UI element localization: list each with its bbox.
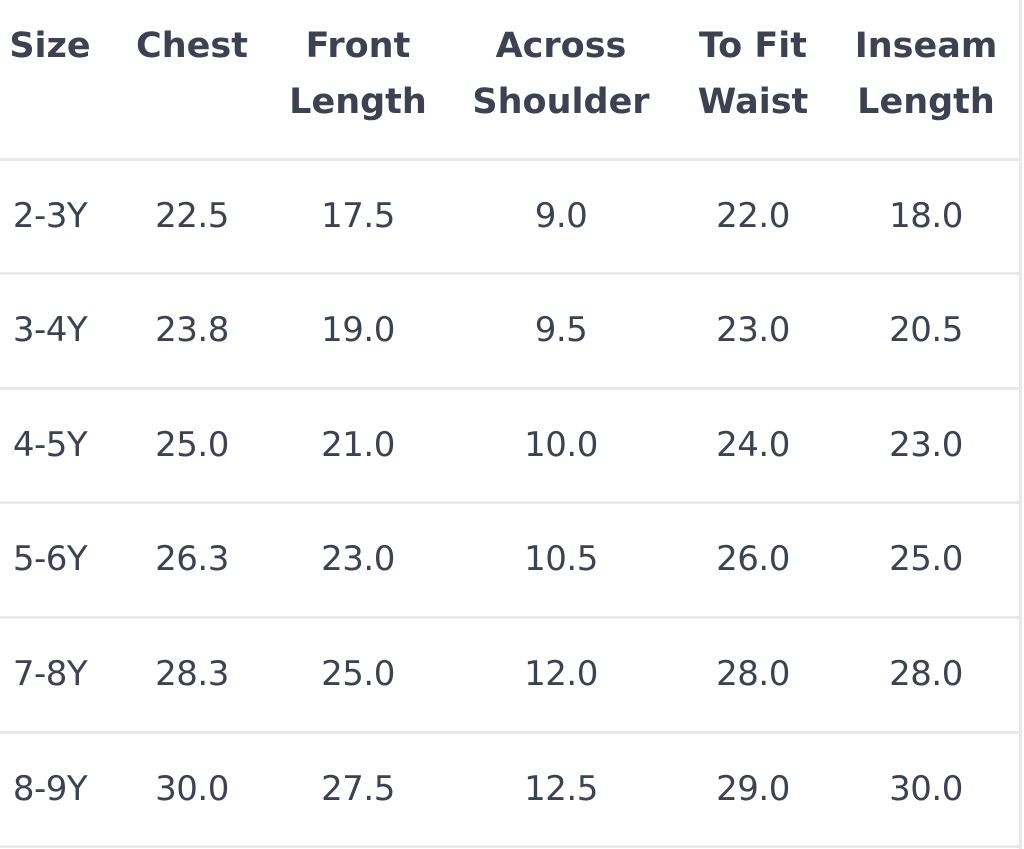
- cell-across-shoulder: 9.0: [534, 196, 588, 236]
- cell-to-fit-waist: 22.0: [716, 196, 790, 236]
- cell-front-length: 25.0: [321, 654, 395, 694]
- cell-size: 5-6Y: [12, 539, 88, 579]
- cell-across-shoulder: 10.0: [524, 425, 598, 465]
- row-divider: [0, 158, 1019, 161]
- cell-across-shoulder: 12.0: [524, 654, 598, 694]
- row-divider: [0, 272, 1019, 275]
- cell-across-shoulder: 9.5: [534, 310, 588, 350]
- header-label-line: Inseam: [854, 26, 998, 66]
- cell-to-fit-waist: 23.0: [716, 310, 790, 350]
- header-across-shoulder: Across Shoulder: [472, 18, 649, 130]
- cell-size: 3-4Y: [12, 310, 88, 350]
- header-label-line: To Fit: [698, 26, 808, 66]
- cell-inseam-length: 20.5: [889, 310, 963, 350]
- cell-chest: 22.5: [155, 196, 229, 236]
- cell-chest: 30.0: [155, 769, 229, 809]
- cell-to-fit-waist: 24.0: [716, 425, 790, 465]
- cell-inseam-length: 30.0: [889, 769, 963, 809]
- cell-inseam-length: 25.0: [889, 539, 963, 579]
- header-chest: Chest: [136, 18, 248, 74]
- row-divider: [0, 616, 1019, 619]
- cell-across-shoulder: 10.5: [524, 539, 598, 579]
- cell-front-length: 17.5: [321, 196, 395, 236]
- row-divider: [0, 501, 1019, 504]
- cell-chest: 28.3: [155, 654, 229, 694]
- header-to-fit-waist: To Fit Waist: [698, 18, 809, 130]
- cell-chest: 25.0: [155, 425, 229, 465]
- row-divider: [0, 845, 1019, 848]
- cell-chest: 26.3: [155, 539, 229, 579]
- header-front-length: Front Length: [289, 18, 427, 130]
- header-label-line: Shoulder: [472, 82, 650, 122]
- cell-chest: 23.8: [155, 310, 229, 350]
- header-inseam-length: Inseam Length: [855, 18, 998, 130]
- cell-to-fit-waist: 26.0: [716, 539, 790, 579]
- row-divider: [0, 731, 1019, 734]
- header-label-line: Size: [9, 26, 91, 66]
- header-size: Size: [9, 18, 90, 74]
- cell-inseam-length: 23.0: [889, 425, 963, 465]
- cell-front-length: 21.0: [321, 425, 395, 465]
- cell-front-length: 27.5: [321, 769, 395, 809]
- header-label-line: Chest: [136, 26, 248, 66]
- cell-inseam-length: 18.0: [889, 196, 963, 236]
- cell-across-shoulder: 12.5: [524, 769, 598, 809]
- header-label-line: Length: [289, 82, 427, 122]
- table-right-border: [1019, 0, 1022, 849]
- cell-size: 8-9Y: [12, 769, 88, 809]
- cell-to-fit-waist: 28.0: [716, 654, 790, 694]
- cell-front-length: 19.0: [321, 310, 395, 350]
- cell-size: 4-5Y: [12, 425, 88, 465]
- cell-to-fit-waist: 29.0: [716, 769, 790, 809]
- cell-size: 2-3Y: [12, 196, 88, 236]
- header-label-line: Across: [495, 26, 627, 66]
- cell-size: 7-8Y: [12, 654, 88, 694]
- header-label-line: Waist: [697, 82, 809, 122]
- row-divider: [0, 387, 1019, 390]
- cell-front-length: 23.0: [321, 539, 395, 579]
- header-label-line: Front: [305, 26, 411, 66]
- cell-inseam-length: 28.0: [889, 654, 963, 694]
- header-label-line: Length: [857, 82, 995, 122]
